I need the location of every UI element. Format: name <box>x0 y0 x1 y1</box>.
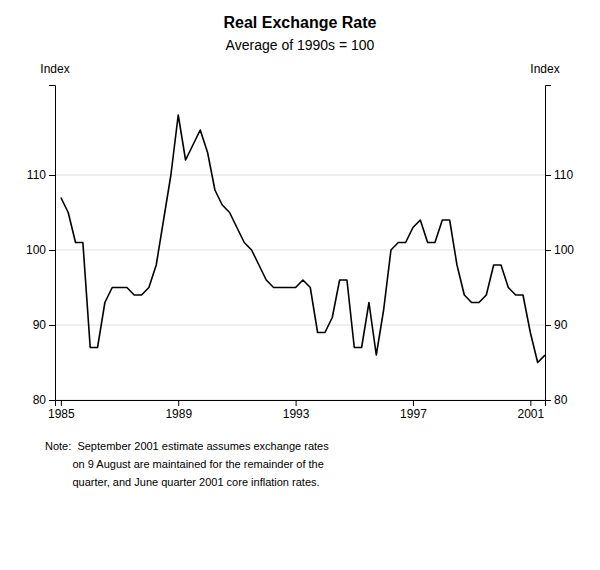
note: on 9 August are maintained for the remai… <box>45 458 324 470</box>
y2-axis-line <box>546 86 552 401</box>
grid-line <box>55 175 545 176</box>
tick-label: 80 <box>554 393 568 407</box>
grid <box>55 175 545 400</box>
tick: 90 <box>545 318 568 332</box>
tick: 110 <box>27 168 55 182</box>
y-axis-label: Index <box>40 62 69 76</box>
tick-label: 2001 <box>517 407 544 421</box>
tick-mark <box>545 325 551 326</box>
tick: 1985 <box>48 400 75 421</box>
x-axis: 1985 1989 1993 1997 2001 <box>48 400 545 421</box>
tick-label: 1989 <box>165 407 192 421</box>
tick-mark <box>61 400 62 406</box>
tick-mark <box>49 175 55 176</box>
subtitle: Average of 1990s = 100 <box>226 37 375 53</box>
plot-area <box>61 115 545 363</box>
tick-mark <box>49 400 55 401</box>
note: Note: September 2001 estimate assumes ex… <box>45 440 329 452</box>
tick-mark <box>49 250 55 251</box>
x-axis-line <box>56 401 546 407</box>
tick-mark <box>545 250 551 251</box>
note: quarter, and June quarter 2001 core infl… <box>45 476 320 488</box>
tick-mark <box>545 175 551 176</box>
y-axis-line <box>49 86 56 401</box>
tick-mark <box>530 400 531 406</box>
tick-label: 1993 <box>283 407 310 421</box>
tick: 100 <box>26 243 55 257</box>
tick: 100 <box>545 243 574 257</box>
tick-mark <box>413 400 414 406</box>
tick-mark <box>296 400 297 406</box>
tick-label: 80 <box>33 393 47 407</box>
tick-label: 110 <box>554 168 573 182</box>
title: Real Exchange Rate <box>224 14 377 31</box>
tick: 1997 <box>400 400 427 421</box>
tick-mark <box>545 400 551 401</box>
tick-label: 90 <box>33 318 47 332</box>
tick-label: 110 <box>27 168 46 182</box>
tick: 1993 <box>283 400 310 421</box>
tick-label: 100 <box>554 243 574 257</box>
grid-line <box>55 250 545 251</box>
tick-mark <box>49 325 55 326</box>
line <box>61 115 545 363</box>
y2-axis-label: Index <box>530 62 559 76</box>
tick-label: 90 <box>554 318 568 332</box>
tick: 1989 <box>165 400 192 421</box>
y2-axis: 80 90 100 110 <box>545 86 574 408</box>
y-axis: 80 90 100 110 <box>26 86 56 408</box>
tick: 90 <box>33 318 55 332</box>
grid-line <box>55 325 545 326</box>
tick-label: 1985 <box>48 407 75 421</box>
tick-label: 100 <box>26 243 46 257</box>
tick: 110 <box>545 168 573 182</box>
tick: 2001 <box>517 400 544 421</box>
tick-label: 1997 <box>400 407 427 421</box>
tick-mark <box>178 400 179 406</box>
tick: 80 <box>545 393 568 407</box>
tick: 80 <box>33 393 55 407</box>
chart: 1985 1989 1993 1997 2001 80 90 100 110 80 90 100 110… <box>0 0 600 570</box>
